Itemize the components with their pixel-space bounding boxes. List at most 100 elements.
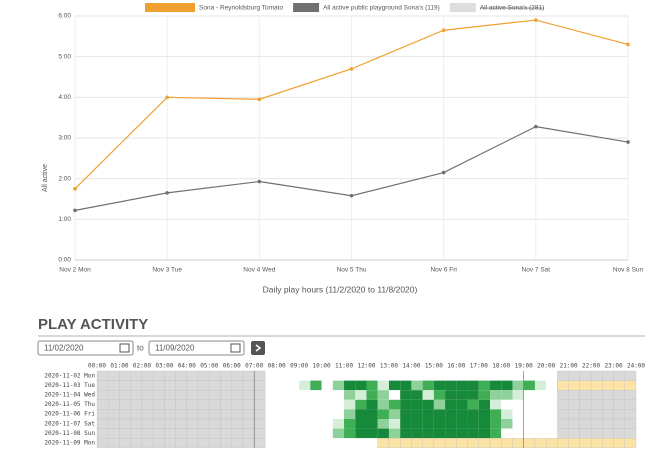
heat-cell bbox=[377, 371, 389, 381]
row-label: 2020-11-04 Wed bbox=[44, 392, 95, 399]
hour-label: 18:00 bbox=[492, 363, 510, 370]
heat-cell bbox=[546, 390, 558, 400]
heat-cell bbox=[164, 418, 176, 429]
heat-cell bbox=[332, 409, 345, 419]
point bbox=[349, 67, 354, 71]
hour-label: 17:00 bbox=[470, 363, 488, 370]
heat-cell bbox=[332, 380, 345, 391]
date-to-input[interactable] bbox=[148, 340, 245, 356]
heat-cell bbox=[119, 409, 131, 420]
heat-cell bbox=[119, 438, 131, 448]
heat-cell bbox=[209, 390, 221, 400]
heat-cell bbox=[501, 399, 513, 410]
heat-cell bbox=[344, 409, 356, 419]
heat-cell bbox=[512, 390, 524, 400]
heat-cell bbox=[388, 438, 401, 448]
heat-cell bbox=[141, 390, 154, 400]
heat-cell bbox=[355, 438, 367, 448]
heat-cell bbox=[534, 428, 547, 439]
calendar-icon[interactable] bbox=[230, 343, 241, 353]
heat-cell bbox=[321, 380, 333, 391]
heat-cell bbox=[175, 390, 187, 400]
heat-cell bbox=[377, 419, 389, 429]
heat-cell bbox=[366, 371, 378, 381]
date-from-input[interactable] bbox=[37, 340, 134, 356]
hour-label: 22:00 bbox=[582, 363, 600, 370]
heat-cell bbox=[557, 438, 569, 448]
heat-cell bbox=[411, 438, 423, 448]
heat-cell bbox=[411, 419, 423, 429]
heat-cell bbox=[433, 419, 446, 429]
heat-cell bbox=[568, 370, 581, 381]
heat-cell bbox=[276, 399, 288, 410]
heat-cell bbox=[602, 438, 614, 448]
heat-cell bbox=[220, 428, 232, 439]
hour-label: 11:00 bbox=[335, 363, 353, 370]
heat-cell bbox=[96, 418, 109, 429]
heat-cell bbox=[197, 418, 210, 429]
point bbox=[441, 170, 446, 175]
heat-cell bbox=[141, 418, 154, 429]
heat-cell bbox=[242, 418, 255, 429]
point bbox=[626, 140, 630, 144]
heat-cell bbox=[366, 380, 378, 391]
heat-cell bbox=[186, 409, 199, 420]
heat-cell bbox=[355, 419, 367, 429]
heat-cell bbox=[433, 409, 446, 419]
hour-label: 04:00 bbox=[178, 363, 196, 370]
heat-cell bbox=[534, 409, 547, 419]
heat-cell bbox=[209, 409, 221, 420]
heat-cell bbox=[590, 390, 603, 400]
heat-cell bbox=[613, 399, 625, 410]
heat-cell bbox=[400, 380, 412, 391]
legend-swatch bbox=[293, 3, 320, 12]
heat-cell bbox=[164, 428, 176, 439]
heat-cell bbox=[366, 438, 378, 448]
heat-cell bbox=[355, 428, 367, 439]
x-tick-label: Nov 4 Wed bbox=[243, 267, 275, 274]
heat-cell bbox=[523, 438, 536, 448]
heat-cell bbox=[422, 399, 434, 410]
hour-label: 10:00 bbox=[313, 363, 331, 370]
heat-cell bbox=[590, 380, 603, 391]
heat-cell bbox=[377, 390, 389, 400]
heat-cell bbox=[265, 399, 277, 410]
heat-cell bbox=[164, 370, 176, 381]
heat-cell bbox=[332, 399, 345, 410]
row-label: 2020-11-02 Mon bbox=[44, 372, 95, 379]
point bbox=[534, 124, 538, 129]
heat-cell bbox=[96, 380, 109, 391]
heat-cell bbox=[501, 438, 513, 448]
heat-cell bbox=[321, 428, 333, 439]
heat-cell bbox=[197, 409, 210, 420]
heat-cell bbox=[400, 428, 412, 439]
heat-cell bbox=[287, 438, 300, 448]
x-tick-label: Nov 7 Sat bbox=[522, 267, 551, 274]
heat-cell bbox=[557, 380, 569, 391]
heat-cell bbox=[355, 371, 367, 381]
heat-cell bbox=[321, 409, 333, 419]
heat-cell bbox=[186, 399, 199, 410]
heat-cell bbox=[299, 409, 311, 419]
heat-cell bbox=[467, 438, 479, 448]
heat-cell bbox=[332, 371, 345, 381]
heat-cell bbox=[602, 370, 614, 381]
heat-cell bbox=[433, 371, 446, 381]
heat-cell bbox=[299, 390, 311, 400]
heat-cell bbox=[287, 428, 300, 439]
heat-cell bbox=[355, 390, 367, 400]
heat-cell bbox=[242, 380, 255, 391]
calendar-icon[interactable] bbox=[119, 343, 130, 353]
go-button[interactable] bbox=[251, 341, 265, 355]
heat-cell bbox=[355, 399, 367, 410]
heat-cell bbox=[108, 409, 120, 420]
heat-cell bbox=[422, 428, 434, 439]
heat-cell bbox=[209, 380, 221, 391]
heat-cell bbox=[152, 428, 165, 439]
heat-cell bbox=[152, 370, 165, 381]
heat-cell bbox=[231, 409, 244, 420]
heat-cell bbox=[467, 428, 479, 439]
heat-cell bbox=[490, 390, 502, 400]
heat-cell bbox=[186, 370, 199, 381]
